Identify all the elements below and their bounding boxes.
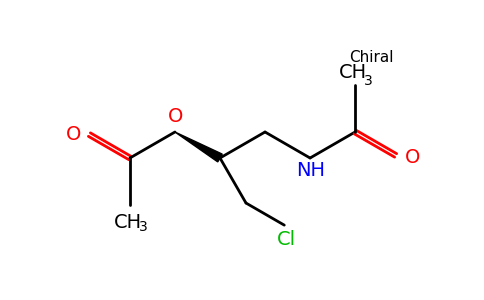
- Text: 3: 3: [363, 74, 373, 88]
- Text: Cl: Cl: [277, 230, 296, 249]
- Text: Chiral: Chiral: [349, 50, 393, 65]
- Text: O: O: [168, 107, 183, 126]
- Text: 3: 3: [138, 220, 147, 234]
- Text: O: O: [405, 148, 420, 167]
- Polygon shape: [175, 132, 222, 162]
- Text: CH: CH: [339, 63, 367, 82]
- Text: NH: NH: [297, 161, 326, 180]
- Text: O: O: [66, 125, 81, 144]
- Text: CH: CH: [114, 213, 142, 232]
